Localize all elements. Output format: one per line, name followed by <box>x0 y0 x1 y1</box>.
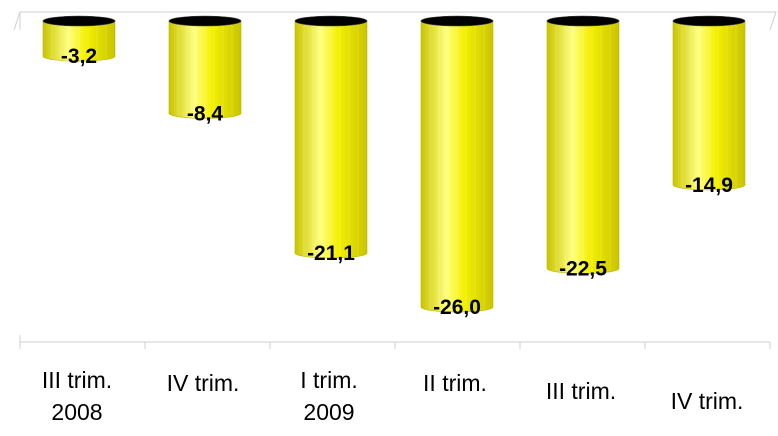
data-label: -22,5 <box>559 258 607 281</box>
category-label-line: II trim. <box>423 370 487 396</box>
bar-top-cap <box>42 15 116 27</box>
chart-value-labels: -3,2 -8,4 -21,1 -26,0 -22,5 -14,9 <box>61 45 733 319</box>
top-plane-edge <box>13 11 777 31</box>
data-label: -3,2 <box>61 45 97 68</box>
bar-top-cap <box>420 15 494 27</box>
category-label: III trim. <box>546 378 616 404</box>
bar-4 <box>546 15 620 274</box>
category-label-line: 2009 <box>303 399 354 425</box>
chart-bars <box>42 15 746 313</box>
data-label: -26,0 <box>433 296 481 319</box>
category-label: I trim. 2009 <box>300 367 358 425</box>
bar-0 <box>42 15 116 62</box>
bar-1 <box>168 15 242 119</box>
bar-top-cap <box>672 15 746 27</box>
bar-top-cap <box>546 15 620 27</box>
bar-top-cap <box>168 15 242 27</box>
category-label-line: III trim. <box>42 367 112 393</box>
data-label: -14,9 <box>685 174 733 197</box>
bar-body <box>672 20 746 191</box>
category-label-line: IV trim. <box>671 388 744 414</box>
bar-body <box>546 20 620 274</box>
bar-body <box>168 20 242 119</box>
bar-2 <box>294 15 368 259</box>
category-label-line: III trim. <box>546 378 616 404</box>
category-label: IV trim. <box>671 388 744 414</box>
category-label-line: I trim. <box>300 367 358 393</box>
data-label: -21,1 <box>307 242 355 265</box>
chart-axes <box>13 11 777 349</box>
bar-top-cap <box>294 15 368 27</box>
bar-5 <box>672 15 746 191</box>
category-label-line: 2008 <box>51 399 102 425</box>
data-label: -8,4 <box>187 102 224 125</box>
bar-body <box>42 20 116 62</box>
category-label-line: IV trim. <box>167 370 240 396</box>
bar-body <box>420 20 494 313</box>
chart-category-labels: III trim. 2008 IV trim. I trim. 2009 II trim.… <box>42 367 744 425</box>
category-label: III trim. 2008 <box>42 367 112 425</box>
category-label: IV trim. <box>167 370 240 396</box>
category-label: II trim. <box>423 370 487 396</box>
bar-body <box>294 20 368 259</box>
bar-3 <box>420 15 494 313</box>
